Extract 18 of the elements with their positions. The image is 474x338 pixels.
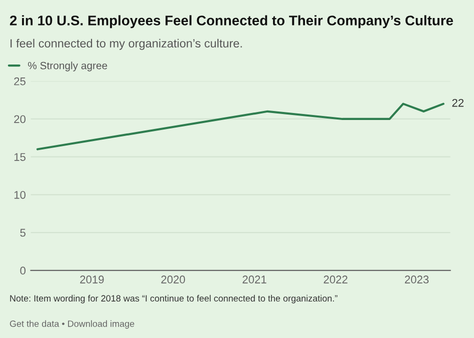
y-tick-label: 20 <box>14 115 26 124</box>
text: Get the data • Download image <box>10 320 134 329</box>
data-label: 22 <box>452 98 464 107</box>
y-tick-label: 10 <box>14 190 26 199</box>
y-tick-label: 5 <box>20 228 26 237</box>
legend-label: % Strongly agree <box>28 62 108 72</box>
x-tick-label: 2023 <box>404 276 429 284</box>
x-tick-label: 2021 <box>242 276 266 284</box>
chart-subtitle: I feel connected to my organization’s culture. <box>10 38 242 50</box>
y-tick-label: 15 <box>14 153 26 161</box>
line-series <box>36 102 444 150</box>
y-tick-label: 0 <box>20 266 26 275</box>
x-tick-label: 2022 <box>324 276 348 284</box>
y-tick-label: 25 <box>14 77 26 86</box>
chart-title: 2 in 10 U.S. Employees Feel Connected to Their Company’s Culture <box>10 15 454 28</box>
text: Note: Item wording for 2018 was “I continue to feel connected to the organization.” <box>10 294 338 304</box>
x-tick-label: 2019 <box>80 276 104 284</box>
x-tick-label: 2020 <box>161 276 186 284</box>
